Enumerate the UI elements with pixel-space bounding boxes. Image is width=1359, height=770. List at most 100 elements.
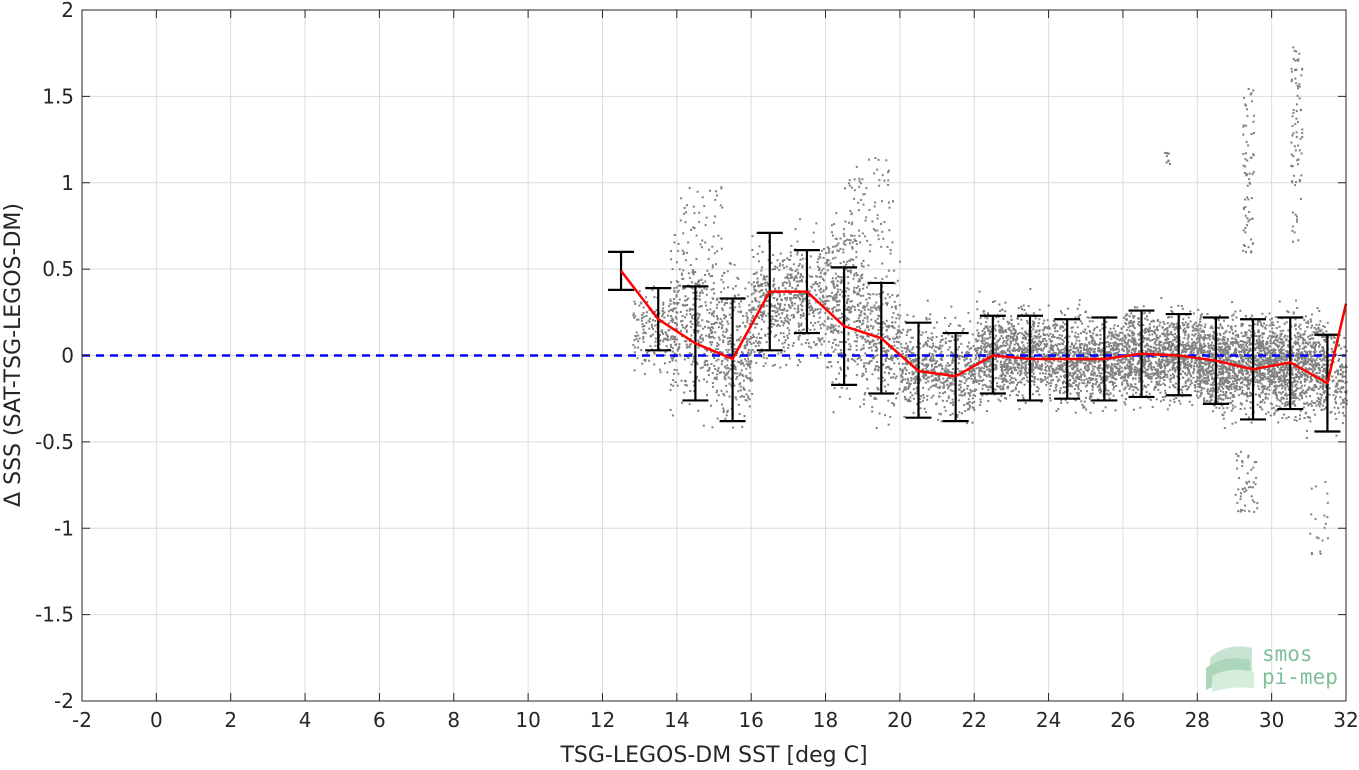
- scatter-point: [1021, 327, 1024, 330]
- scatter-point: [1004, 368, 1007, 371]
- scatter-point: [832, 342, 835, 345]
- scatter-point: [643, 315, 646, 318]
- scatter-point: [1023, 383, 1026, 386]
- scatter-point: [751, 300, 754, 303]
- scatter-point: [1044, 366, 1047, 369]
- scatter-point: [1059, 360, 1062, 363]
- scatter-point: [1116, 367, 1119, 370]
- scatter-point: [778, 303, 781, 306]
- scatter-point: [872, 325, 875, 328]
- scatter-point: [727, 343, 730, 346]
- scatter-point: [677, 284, 680, 287]
- scatter-point: [859, 335, 862, 338]
- scatter-point: [704, 280, 707, 283]
- scatter-point: [1023, 346, 1026, 349]
- scatter-point: [837, 317, 840, 320]
- scatter-point: [946, 362, 949, 365]
- scatter-point: [1007, 322, 1010, 325]
- scatter-point: [982, 367, 985, 370]
- scatter-point: [839, 237, 842, 240]
- scatter-point: [886, 293, 889, 296]
- scatter-point: [1064, 363, 1067, 366]
- scatter-point: [986, 327, 989, 330]
- scatter-point: [1044, 378, 1047, 381]
- scatter-point: [971, 421, 974, 424]
- scatter-point: [675, 317, 678, 320]
- scatter-point: [744, 325, 747, 328]
- scatter-point: [1127, 344, 1130, 347]
- scatter-point: [876, 386, 879, 389]
- scatter-point: [877, 329, 880, 332]
- scatter-point: [974, 379, 977, 382]
- scatter-point: [783, 335, 786, 338]
- scatter-point: [1088, 320, 1091, 323]
- scatter-point: [1100, 390, 1103, 393]
- scatter-point: [1052, 344, 1055, 347]
- scatter-point: [865, 378, 868, 381]
- scatter-point: [671, 347, 674, 350]
- scatter-point: [782, 324, 785, 327]
- scatter-point: [821, 277, 824, 280]
- scatter-point: [1113, 382, 1116, 385]
- scatter-point: [866, 315, 869, 318]
- scatter-point: [944, 380, 947, 383]
- scatter-point: [1013, 358, 1016, 361]
- scatter-point: [1050, 353, 1053, 356]
- scatter-point: [844, 187, 847, 190]
- scatter-point: [1125, 367, 1128, 370]
- scatter-point: [785, 281, 788, 284]
- scatter-point: [729, 306, 732, 309]
- scatter-point: [1143, 367, 1146, 370]
- scatter-point: [800, 280, 803, 283]
- scatter-point: [818, 297, 821, 300]
- scatter-point: [815, 343, 818, 346]
- scatter-point: [857, 201, 860, 204]
- scatter-point: [1085, 348, 1088, 351]
- scatter-point: [976, 329, 979, 332]
- scatter-point: [969, 358, 972, 361]
- scatter-point: [673, 336, 676, 339]
- scatter-point: [697, 316, 700, 319]
- scatter-point: [996, 352, 999, 355]
- scatter-point: [1038, 393, 1041, 396]
- scatter-point: [679, 354, 682, 357]
- scatter-point: [767, 327, 770, 330]
- scatter-point: [795, 296, 798, 299]
- scatter-point: [915, 377, 918, 380]
- scatter-point: [756, 277, 759, 280]
- scatter-point: [993, 391, 996, 394]
- scatter-point: [726, 411, 729, 414]
- scatter-point: [1124, 366, 1127, 369]
- scatter-point: [1092, 329, 1095, 332]
- scatter-point: [983, 331, 986, 334]
- scatter-point: [808, 345, 811, 348]
- scatter-point: [980, 366, 983, 369]
- scatter-point: [935, 321, 938, 324]
- scatter-point: [1114, 337, 1117, 340]
- scatter-point: [1078, 316, 1081, 319]
- scatter-point: [988, 333, 991, 336]
- scatter-point: [1097, 343, 1100, 346]
- scatter-point: [686, 251, 689, 254]
- scatter-point: [1006, 364, 1009, 367]
- scatter-point: [1186, 360, 1189, 363]
- scatter-point: [921, 399, 924, 402]
- scatter-point: [922, 396, 925, 399]
- scatter-point: [981, 342, 984, 345]
- scatter-point: [1176, 322, 1179, 325]
- scatter-point: [1036, 335, 1039, 338]
- scatter-point: [640, 302, 643, 305]
- scatter-point: [750, 351, 753, 354]
- scatter-point: [922, 394, 925, 397]
- scatter-point: [912, 358, 915, 361]
- scatter-point: [1186, 357, 1189, 360]
- scatter-point: [1057, 343, 1060, 346]
- scatter-point: [696, 363, 699, 366]
- scatter-point: [981, 336, 984, 339]
- scatter-point: [812, 315, 815, 318]
- scatter-point: [808, 290, 811, 293]
- scatter-point: [803, 328, 806, 331]
- scatter-point: [685, 340, 688, 343]
- scatter-point: [1172, 359, 1175, 362]
- scatter-point: [844, 374, 847, 377]
